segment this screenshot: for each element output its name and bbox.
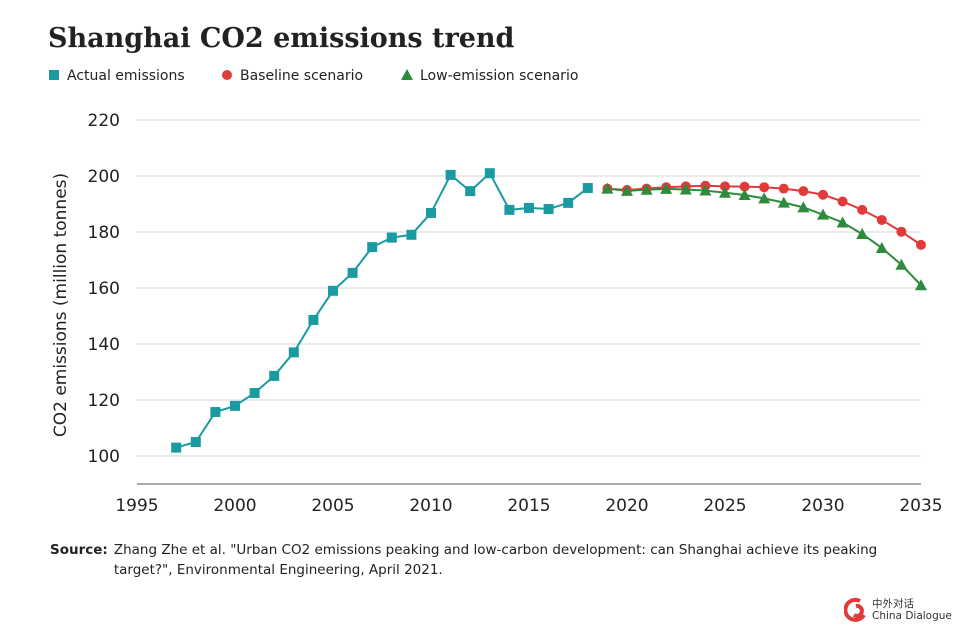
marker xyxy=(190,437,201,447)
marker xyxy=(875,241,888,253)
x-tick-label: 2035 xyxy=(899,496,942,516)
logo: 中外对话 China Dialogue xyxy=(844,597,952,622)
marker xyxy=(916,239,926,250)
marker xyxy=(524,202,534,213)
x-tick-label: 2000 xyxy=(213,496,256,516)
x-tick-label: 2005 xyxy=(311,496,354,516)
marker xyxy=(679,183,692,195)
marker xyxy=(465,186,476,197)
marker xyxy=(269,370,280,381)
marker xyxy=(777,196,790,208)
logo-icon xyxy=(844,597,866,622)
legend-marker xyxy=(401,69,413,80)
x-tick-label: 2020 xyxy=(605,496,648,516)
marker xyxy=(563,197,574,208)
y-tick-label: 180 xyxy=(88,223,120,243)
marker xyxy=(406,229,417,240)
y-tick-label: 100 xyxy=(88,447,120,467)
marker xyxy=(876,214,887,225)
marker xyxy=(699,184,712,196)
marker xyxy=(758,192,771,204)
marker xyxy=(640,183,653,195)
marker xyxy=(856,227,869,239)
marker xyxy=(328,285,338,296)
marker xyxy=(230,400,240,411)
marker xyxy=(719,186,731,198)
legend-label: Low-emission scenario xyxy=(420,68,578,84)
marker xyxy=(484,168,495,179)
marker xyxy=(249,388,260,398)
marker xyxy=(386,232,397,243)
marker xyxy=(759,182,770,193)
x-tick-label: 2025 xyxy=(703,496,746,516)
marker xyxy=(582,183,593,194)
marker xyxy=(797,201,810,213)
x-tick-label: 2010 xyxy=(409,496,452,516)
marker xyxy=(621,184,633,196)
chart: Shanghai CO2 emissions trend CO2 emissio… xyxy=(48,23,943,516)
marker xyxy=(543,204,554,215)
chart-title: Shanghai CO2 emissions trend xyxy=(48,23,515,54)
marker xyxy=(347,267,358,278)
x-tick-label: 2015 xyxy=(507,496,550,516)
marker xyxy=(426,207,436,218)
y-tick-label: 200 xyxy=(88,167,120,187)
x-tick-label: 2030 xyxy=(801,496,844,516)
logo-english: China Dialogue xyxy=(872,610,952,622)
x-tick-label: 1995 xyxy=(115,496,158,516)
marker xyxy=(837,196,848,207)
marker xyxy=(738,189,751,201)
marker xyxy=(504,204,515,215)
marker xyxy=(798,186,809,197)
legend-label: Actual emissions xyxy=(67,68,185,84)
marker xyxy=(210,407,221,418)
legend-label: Baseline scenario xyxy=(240,68,363,84)
y-tick-label: 160 xyxy=(88,279,120,299)
series-line xyxy=(175,171,589,449)
source-text: Zhang Zhe et al. "Urban CO2 emissions pe… xyxy=(113,542,878,578)
marker xyxy=(660,182,673,194)
marker xyxy=(778,183,789,194)
marker xyxy=(896,226,907,237)
marker xyxy=(288,347,299,358)
y-tick-label: 220 xyxy=(88,111,120,131)
marker xyxy=(818,189,828,200)
marker xyxy=(895,258,908,270)
marker xyxy=(915,279,927,291)
marker xyxy=(720,181,730,192)
source-label: Source: xyxy=(50,542,108,558)
logo-chinese: 中外对话 xyxy=(872,598,914,610)
marker xyxy=(308,314,319,325)
marker xyxy=(171,442,182,453)
marker xyxy=(857,204,868,215)
marker xyxy=(817,208,829,220)
marker xyxy=(445,169,456,180)
y-tick-label: 140 xyxy=(88,335,120,355)
source: Source: Zhang Zhe et al. "Urban CO2 emiss… xyxy=(50,540,910,580)
legend-marker xyxy=(49,70,59,80)
marker xyxy=(367,242,378,253)
marker xyxy=(601,182,614,194)
legend-marker xyxy=(222,70,232,80)
marker xyxy=(836,216,849,228)
marker xyxy=(739,181,750,192)
y-axis-label: CO2 emissions (million tonnes) xyxy=(51,173,71,437)
y-tick-label: 120 xyxy=(88,391,120,411)
